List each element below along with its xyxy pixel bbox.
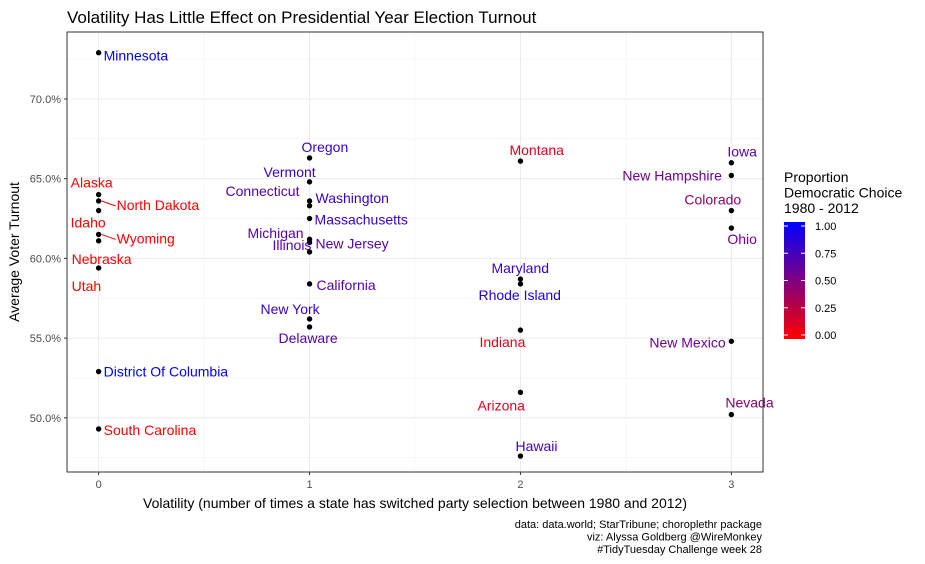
- y-tick-label: 55.0%: [30, 333, 61, 345]
- point-utah: [95, 265, 102, 271]
- point-oregon: [306, 155, 313, 161]
- point-north-dakota: [95, 198, 102, 204]
- state-label: Minnesota: [104, 48, 169, 64]
- state-label: Illinois: [273, 237, 312, 253]
- point-california: [306, 281, 313, 287]
- state-label: Delaware: [279, 330, 338, 346]
- data-points: [95, 50, 735, 459]
- state-label: Ohio: [727, 231, 757, 247]
- x-tick-label: 2: [517, 479, 523, 491]
- x-tick-label: 1: [306, 479, 312, 491]
- gridlines: [67, 32, 763, 472]
- state-label: Hawaii: [515, 438, 557, 454]
- legend-label: 1.00: [815, 221, 836, 233]
- point-maryland: [517, 276, 524, 282]
- point-illinois: [306, 249, 313, 255]
- state-label: New Hampshire: [622, 167, 722, 183]
- state-label: Colorado: [684, 192, 741, 208]
- state-label: Nebraska: [72, 251, 132, 267]
- caption-line: data: data.world; StarTribune; choroplet…: [515, 519, 762, 531]
- point-new-mexico: [728, 338, 735, 344]
- state-label: Arizona: [477, 397, 525, 413]
- point-district-of-columbia: [95, 368, 102, 375]
- legend-label: 0.75: [815, 248, 836, 260]
- state-label: Massachusetts: [315, 212, 408, 228]
- x-tick-label: 3: [728, 479, 734, 491]
- caption: data: data.world; StarTribune; choroplet…: [515, 519, 763, 556]
- state-label: Rhode Island: [478, 287, 561, 303]
- point-south-carolina: [95, 426, 102, 432]
- chart-title: Volatility Has Little Effect on Presiden…: [67, 8, 537, 27]
- point-hawaii: [517, 453, 524, 459]
- legend-label: 0.50: [815, 276, 836, 288]
- state-label: Washington: [316, 190, 389, 206]
- state-label: District Of Columbia: [104, 364, 229, 380]
- state-label: Montana: [509, 142, 564, 158]
- legend-title: Proportion: [784, 169, 849, 185]
- point-ohio: [728, 225, 735, 231]
- y-tick-label: 65.0%: [30, 174, 61, 186]
- point-arizona: [517, 389, 524, 395]
- point-wyoming: [95, 231, 102, 238]
- y-tick-label: 70.0%: [30, 94, 61, 106]
- point-indiana: [517, 327, 524, 333]
- state-label: Maryland: [491, 260, 549, 276]
- point-new-york: [306, 316, 313, 322]
- state-label: New York: [261, 301, 321, 317]
- point-nevada: [728, 411, 735, 418]
- point-minnesota: [95, 50, 102, 56]
- point-vermont: [306, 179, 313, 185]
- caption-line: #TidyTuesday Challenge week 28: [597, 544, 762, 556]
- state-label: Indiana: [479, 334, 525, 350]
- point-alaska: [95, 191, 102, 198]
- y-tick-label: 50.0%: [30, 413, 61, 425]
- state-label: South Carolina: [104, 422, 197, 438]
- y-tick-label: 60.0%: [30, 253, 61, 265]
- state-label: Idaho: [71, 215, 106, 231]
- point-massachusetts: [306, 215, 313, 222]
- caption-line: viz: Alyssa Goldberg @WireMonkey: [587, 532, 763, 544]
- state-label: North Dakota: [117, 197, 200, 213]
- state-label: Oregon: [302, 139, 349, 155]
- x-axis-label: Volatility (number of times a state has …: [143, 495, 687, 511]
- axis-ticks: 50.0% 55.0% 60.0% 65.0% 70.0% 0 1 2 3: [30, 94, 735, 491]
- state-label: Utah: [72, 278, 102, 294]
- label-leader-lines: [101, 200, 116, 240]
- leader-line: [101, 200, 116, 207]
- legend-label: 0.00: [815, 330, 836, 342]
- point-idaho: [95, 207, 102, 214]
- legend-label: 0.25: [815, 303, 836, 315]
- point-colorado: [728, 207, 735, 214]
- leader-line: [101, 233, 116, 240]
- point-connecticut: [306, 198, 313, 204]
- state-label: New Jersey: [316, 235, 389, 251]
- y-axis-label: Average Voter Turnout: [6, 182, 22, 322]
- point-montana: [517, 158, 524, 164]
- state-label: Alaska: [71, 175, 113, 191]
- point-nebraska: [95, 238, 102, 244]
- point-new-jersey: [306, 239, 313, 246]
- state-label: Michigan: [248, 225, 304, 241]
- state-label: Vermont: [264, 164, 316, 180]
- state-label: California: [317, 277, 376, 293]
- legend-colorbar: [784, 222, 805, 339]
- point-delaware: [306, 324, 313, 330]
- point-washington: [306, 203, 313, 209]
- state-label: Wyoming: [117, 230, 175, 246]
- point-rhode-island: [517, 281, 524, 287]
- state-label: Connecticut: [226, 183, 300, 199]
- state-label: Iowa: [727, 144, 757, 160]
- panel-border: [66, 31, 764, 473]
- state-label: New Mexico: [649, 334, 725, 350]
- legend-title: 1980 - 2012: [784, 200, 859, 216]
- legend-title: Democratic Choice: [784, 185, 902, 201]
- point-iowa: [728, 160, 735, 166]
- point-new-hampshire: [728, 172, 735, 179]
- x-tick-label: 0: [96, 479, 102, 491]
- state-label: Nevada: [725, 395, 773, 411]
